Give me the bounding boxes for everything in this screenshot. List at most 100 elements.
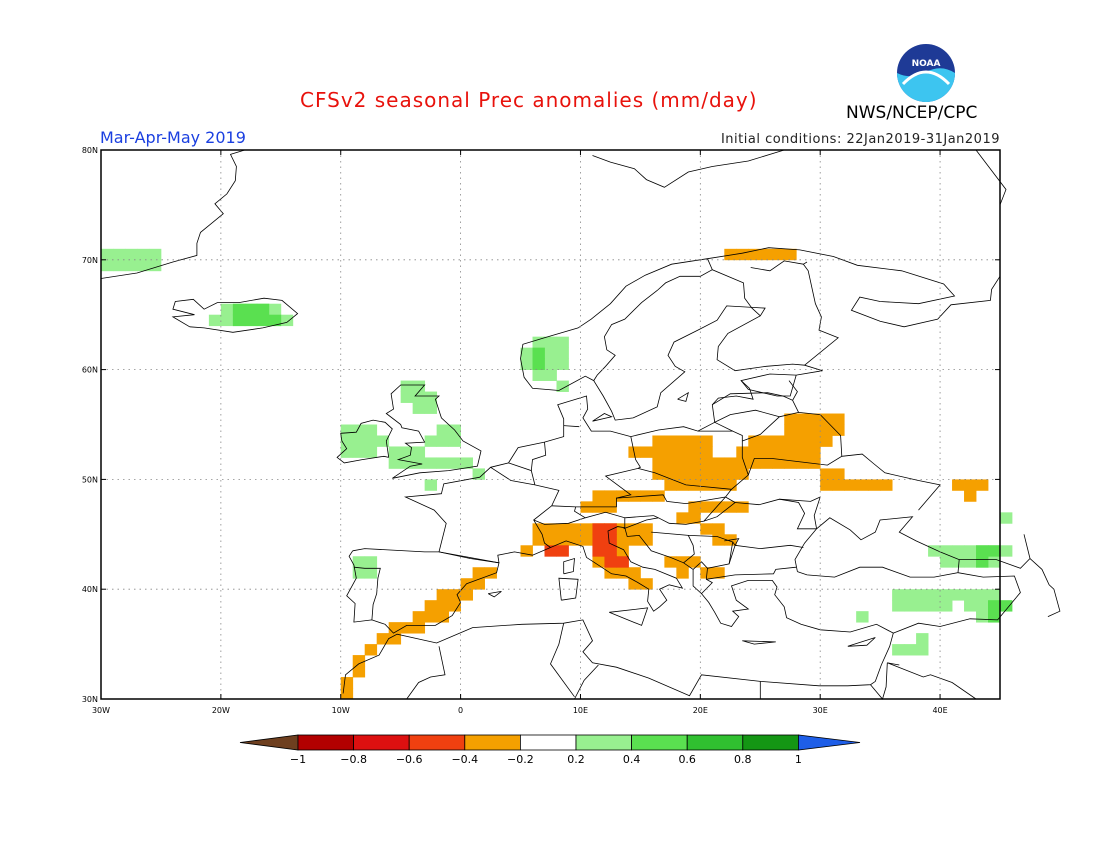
colorbar-label: 0.6 [678,753,696,766]
anomaly-cell [556,347,569,360]
anomaly-cell [448,457,461,469]
country-border [574,506,626,528]
anomaly-cell [772,446,785,458]
anomaly-cell [400,380,414,392]
anomaly-cell [628,534,641,546]
coastline [794,516,960,578]
x-tick-label: 40E [932,706,947,715]
anomaly-cell [280,314,294,327]
anomaly-cell [628,490,641,502]
y-tick-label: 60N [82,366,98,375]
country-border [637,430,749,490]
anomaly-cell [664,457,677,469]
anomaly-cell [436,589,450,601]
anomaly-cell [652,435,665,447]
anomaly-cell [700,523,713,535]
anomaly-cell [400,457,414,469]
anomaly-cell [820,468,833,480]
colorbar-label: −0.6 [396,753,423,766]
x-axis-ticks: 30W 20W 10W 0 10E 20E 30E 40E [92,150,948,715]
anomaly-cell [892,644,905,656]
anomaly-cell [436,424,450,436]
anomaly-cell [364,446,378,458]
anomaly-cell [832,424,845,436]
anomaly-cell [676,468,689,480]
anomaly-cell [724,468,737,480]
anomaly-cell [256,314,270,327]
anomaly-cells [101,248,1013,700]
anomaly-cell [736,468,749,480]
colorbar-segment [742,734,799,751]
anomaly-cell [676,435,689,447]
anomaly-cell [784,457,797,469]
anomaly-cell [688,446,701,458]
anomaly-cell [340,677,354,689]
anomaly-cell [364,435,378,447]
anomaly-cell [352,567,366,579]
anomaly-cell [796,413,809,425]
anomaly-cell [964,545,977,557]
anomaly-cell [460,589,473,601]
country-border [724,538,740,547]
x-tick-label: 20W [212,706,230,715]
anomaly-cell [244,303,258,316]
anomaly-cell [352,666,366,678]
x-tick-label: 10E [573,706,588,715]
anomaly-cell [760,446,773,458]
anomaly-cell [784,248,797,261]
colorbar-segment [353,734,410,751]
anomaly-cell [700,567,713,579]
anomaly-cell [340,688,354,700]
anomaly-cell [592,556,605,568]
anomaly-cell [364,556,378,568]
anomaly-cell [736,501,749,513]
anomaly-cell [748,457,761,469]
anomaly-cell [832,468,845,480]
country-border [406,646,446,700]
anomaly-cell [400,391,414,403]
anomaly-cell [268,314,282,327]
country-border [706,566,797,580]
anomaly-cell [808,413,821,425]
anomaly-cell [364,567,378,579]
coastline [171,297,299,333]
country-border [713,409,780,432]
anomaly-cell [592,490,605,502]
coastline [385,384,482,479]
y-tick-label: 40N [82,585,98,594]
anomaly-cell [796,424,809,436]
anomaly-cell [376,633,390,645]
anomaly-cell [808,424,821,436]
country-border [593,269,761,381]
anomaly-cell [412,380,426,392]
anomaly-cell [520,358,533,370]
anomaly-cell [604,556,617,568]
y-axis-ticks: 30N 40N 50N 60N 70N 80N [82,146,1000,704]
x-tick-label: 10W [332,706,350,715]
country-border [623,517,659,530]
coastline [336,419,393,464]
anomaly-cell [832,413,845,425]
anomaly-cell [700,435,713,447]
anomaly-cell [700,446,713,458]
map-title: CFSv2 seasonal Prec anomalies (mm/day) [300,88,758,112]
anomaly-cell [388,457,402,469]
coastlines [100,149,1061,700]
anomaly-cell [1000,600,1013,612]
anomaly-cell [952,556,965,568]
colorbar-segment [520,734,577,751]
anomaly-cell [436,457,450,469]
anomaly-cell [940,589,953,601]
anomaly-cell [148,259,162,272]
anomaly-cell [448,600,461,612]
country-border [653,496,726,525]
coastline [742,640,776,645]
anomaly-cell [364,424,378,436]
colorbar-segment [408,734,466,751]
anomaly-cell [676,567,689,579]
anomaly-cell [664,556,677,568]
country-border [574,664,599,700]
colorbar-label: −0.2 [507,753,534,766]
anomaly-cell [928,600,941,612]
